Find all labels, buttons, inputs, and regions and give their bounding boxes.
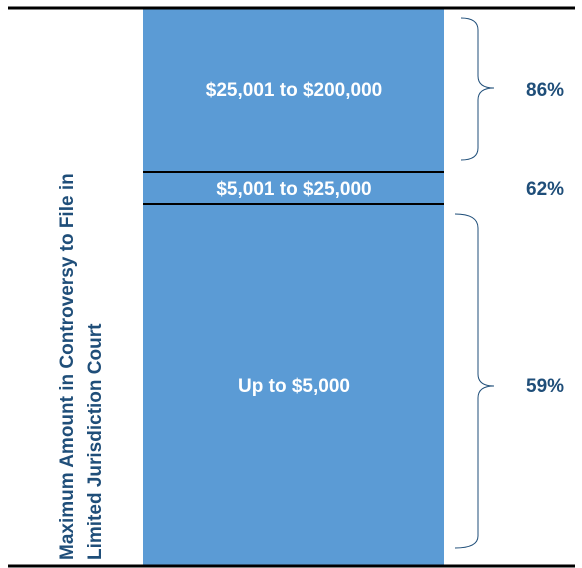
bar-label-top: $25,001 to $200,000 (206, 80, 382, 101)
percent-middle: 62% (526, 179, 564, 200)
bar-segment-middle (143, 172, 444, 204)
percent-top: 86% (526, 80, 564, 101)
bar-label-bottom: Up to $5,000 (238, 376, 350, 397)
bar-segment-top (143, 8, 444, 172)
bar-segment-bottom (143, 204, 444, 566)
y-axis-label-line-2: Limited Jurisdiction Court (85, 323, 106, 560)
y-axis-label-line-1: Maximum Amount in Controversy to File in (57, 173, 78, 560)
brace-bottom (454, 213, 495, 549)
bar-label-middle: $5,001 to $25,000 (216, 179, 371, 200)
y-axis-label: Maximum Amount in Controversy to File in… (57, 173, 106, 560)
brace-top (460, 17, 495, 161)
percent-bottom: 59% (526, 376, 564, 397)
